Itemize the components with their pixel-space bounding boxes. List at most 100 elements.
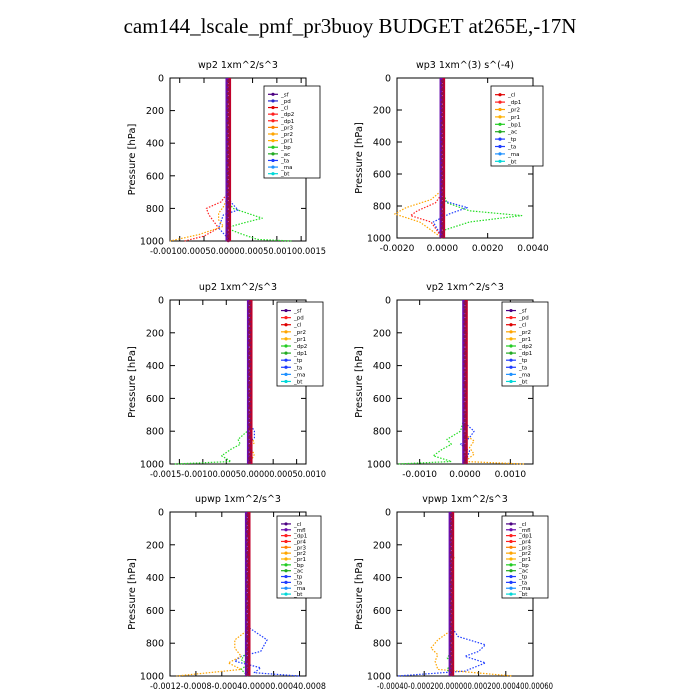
zero-profile-marker xyxy=(449,597,453,601)
legend-marker xyxy=(271,119,275,123)
legend-marker xyxy=(498,137,502,141)
legend-marker xyxy=(284,592,288,596)
legend-marker xyxy=(498,144,502,149)
zero-profile-marker xyxy=(246,555,250,559)
legend-marker xyxy=(498,115,502,119)
legend-entry: _cl xyxy=(293,522,302,528)
zero-profile-marker xyxy=(246,517,250,521)
zero-profile-marker xyxy=(246,559,250,563)
series-line-2 xyxy=(432,78,468,239)
legend-marker xyxy=(284,574,288,579)
legend-entry: _pr3 xyxy=(293,545,307,551)
legend-entry: _sf xyxy=(518,309,528,315)
y-tick-label: 1000 xyxy=(140,460,164,471)
panel-title: wp3 1xm^(3) s^(-4) xyxy=(416,60,514,71)
zero-profile-marker xyxy=(226,146,230,150)
legend-box xyxy=(276,301,324,387)
zero-profile-marker xyxy=(449,593,453,597)
legend-marker xyxy=(498,107,502,112)
zero-profile-marker xyxy=(226,142,230,146)
legend-marker xyxy=(509,563,513,567)
series-line-3 xyxy=(394,78,443,239)
y-tick-label: 200 xyxy=(146,106,164,117)
legend-entry: _pr4 xyxy=(293,539,307,545)
zero-profile-marker xyxy=(440,134,444,138)
zero-profile-marker xyxy=(226,108,230,112)
zero-profile-marker xyxy=(463,389,467,393)
zero-profile-marker xyxy=(248,301,252,305)
zero-profile-marker xyxy=(463,318,467,322)
y-tick-label: 800 xyxy=(146,204,164,215)
zero-profile-marker xyxy=(248,393,252,397)
zero-profile-marker xyxy=(248,452,252,456)
zero-profile-marker xyxy=(226,197,230,201)
y-axis-label: Pressure [hPa] xyxy=(127,558,138,630)
legend-marker xyxy=(271,139,275,143)
legend-entry: _tp xyxy=(293,358,303,364)
zero-profile-marker xyxy=(440,192,444,196)
zero-profile-marker xyxy=(226,180,230,184)
zero-profile-marker xyxy=(248,377,252,381)
x-tick-labels: -0.0015-0.00100.00050.00000.00050.0010 xyxy=(150,470,326,480)
zero-profile-marker xyxy=(226,150,230,154)
y-tick-label: 200 xyxy=(146,328,164,339)
zero-profile-marker xyxy=(440,176,444,180)
zero-profile-marker xyxy=(449,614,453,618)
legend-entry: _pr4 xyxy=(518,539,532,545)
legend-marker xyxy=(509,586,513,590)
zero-profile-marker xyxy=(246,610,250,614)
legend-entry: _dp1 xyxy=(518,534,532,540)
zero-profile-marker xyxy=(226,230,230,234)
zero-profile-marker xyxy=(246,521,250,526)
legend-marker xyxy=(509,592,513,596)
zero-profile-marker xyxy=(226,87,230,91)
y-tick-label: 800 xyxy=(373,427,391,438)
chart-panel-5: upwp 1xm^2/s^3 Pressure [hPa] 0 200 400 600 80… xyxy=(127,494,326,692)
legend-marker xyxy=(284,545,288,549)
zero-profile-marker xyxy=(463,305,467,309)
legend-marker xyxy=(284,316,288,320)
zero-profile-marker xyxy=(449,622,453,626)
zero-profile-marker xyxy=(449,589,453,593)
legend-marker xyxy=(509,569,513,573)
zero-profile-marker xyxy=(463,448,467,452)
y-tick-label: 1000 xyxy=(140,237,164,248)
y-tick-label: 1000 xyxy=(140,672,164,683)
legend-marker xyxy=(271,112,275,116)
legend-marker xyxy=(271,92,275,96)
legend-entry: _ac xyxy=(507,130,517,136)
legend-entry: _tp xyxy=(293,575,303,581)
legend-entry: _pr2 xyxy=(280,132,293,138)
zero-profile-marker xyxy=(246,551,250,555)
y-tick-label: 0 xyxy=(385,74,391,85)
zero-profile-marker xyxy=(449,656,453,660)
series-line-2 xyxy=(176,512,249,677)
zero-profile-marker xyxy=(246,639,250,643)
legend-marker xyxy=(271,105,275,110)
series-line-3 xyxy=(464,300,524,465)
zero-profile-marker xyxy=(246,597,250,601)
zero-profile-marker xyxy=(246,618,250,622)
legend-entry: _ma xyxy=(293,586,305,592)
zero-profile-marker xyxy=(246,664,250,668)
zero-profile-marker xyxy=(463,385,467,389)
legend-entry: _ta xyxy=(518,580,527,586)
zero-profile-marker xyxy=(449,513,453,517)
legend-marker xyxy=(509,580,513,584)
series-line-3 xyxy=(184,78,229,242)
y-tick-label: 800 xyxy=(146,639,164,650)
zero-profile-marker xyxy=(248,364,252,368)
zero-profile-marker xyxy=(248,402,252,406)
legend-marker xyxy=(284,580,288,584)
zero-profile-marker xyxy=(463,343,467,347)
panel-title: vp2 1xm^2/s^3 xyxy=(426,282,504,293)
legend-marker xyxy=(284,372,288,376)
legend-entry: _cl xyxy=(280,106,289,112)
y-tick-label: 1000 xyxy=(367,234,391,245)
zero-profile-marker xyxy=(226,125,230,129)
y-tick-label: 200 xyxy=(373,106,391,117)
legend-entry: _bp1 xyxy=(507,122,521,128)
zero-profile-marker xyxy=(248,381,252,385)
zero-profile-marker xyxy=(246,652,250,656)
y-tick-label: 400 xyxy=(373,573,391,584)
